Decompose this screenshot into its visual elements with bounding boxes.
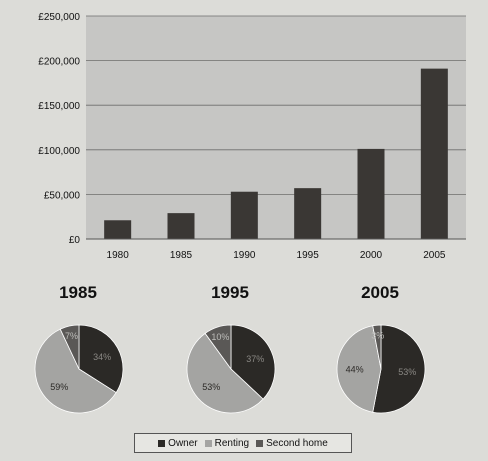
bar-1990: [230, 191, 258, 239]
pie-value-label: 53%: [202, 382, 220, 392]
bar-2005: [420, 68, 448, 240]
pie-slice-renting: [336, 325, 382, 413]
legend-label-renting: Renting: [214, 437, 250, 449]
legend-label-owner: Owner: [168, 437, 198, 449]
bar-2000: [357, 148, 385, 239]
legend-swatch-second-home: [256, 439, 264, 447]
x-tick-labels: 1980 1985 1990 1995 2000 2005: [107, 250, 446, 261]
y-tick-label: £150,000: [38, 101, 80, 112]
bars: [104, 68, 448, 240]
pie-value-label: 34%: [93, 352, 111, 362]
pie-value-label: 44%: [346, 365, 364, 375]
pie-chart-1985: 34% 59% 7%: [34, 324, 124, 414]
pie-slice-second-home: [59, 324, 80, 370]
pie-slice-second-home: [372, 324, 382, 370]
pie-value-label: 10%: [211, 332, 229, 342]
pie-title-1995: 1995: [211, 283, 249, 302]
y-tick-label: £50,000: [44, 190, 81, 201]
y-tick-label: £250,000: [38, 12, 80, 23]
x-tick-label: 1995: [297, 250, 320, 261]
legend-swatch-renting: [204, 439, 212, 447]
x-tick-label: 1990: [233, 250, 256, 261]
plot-area: [86, 16, 466, 239]
bar-1985: [167, 213, 195, 239]
legend-item-renting: Renting: [204, 437, 250, 449]
bar-1980: [104, 220, 132, 239]
pie-slice-owner: [372, 324, 426, 414]
legend-item-second-home: Second home: [256, 438, 328, 449]
bar-chart: £0 £50,000 £100,000 £150,000 £200,000 £250,00…: [38, 12, 466, 261]
pie-title-1985: 1985: [59, 283, 97, 302]
x-tick-label: 2000: [360, 250, 383, 261]
legend-item-owner: Owner: [158, 437, 198, 449]
legend: Owner Renting Second home: [134, 433, 352, 453]
legend-label-second-home: Second home: [266, 437, 328, 449]
pie-slice-renting: [34, 328, 117, 414]
pie-title-2005: 2005: [361, 283, 399, 302]
pie-value-label: 37%: [246, 354, 264, 364]
x-tick-label: 1985: [170, 250, 193, 261]
pie-value-label: 7%: [65, 331, 78, 341]
y-tick-label: £100,000: [38, 146, 80, 157]
pie-value-label: 3%: [371, 330, 384, 340]
pie-chart-2005: 53% 44% 3%: [336, 324, 426, 414]
gridlines: [86, 15, 466, 195]
y-tick-label: £0: [69, 235, 81, 246]
pie-chart-1995: 37% 53% 10%: [186, 324, 276, 414]
pie-slice-owner: [230, 324, 276, 400]
pie-value-label: 59%: [50, 382, 68, 392]
pie-value-label: 53%: [398, 367, 416, 377]
x-tick-label: 1980: [107, 250, 130, 261]
y-tick-labels: £0 £50,000 £100,000 £150,000 £200,000 £250,00…: [38, 12, 80, 246]
y-tick-label: £200,000: [38, 57, 80, 68]
legend-swatch-owner: [158, 439, 166, 447]
x-tick-label: 2005: [423, 250, 446, 261]
bar-1995: [294, 188, 322, 239]
pie-slice-renting: [186, 332, 264, 414]
pie-slice-second-home: [204, 324, 232, 371]
